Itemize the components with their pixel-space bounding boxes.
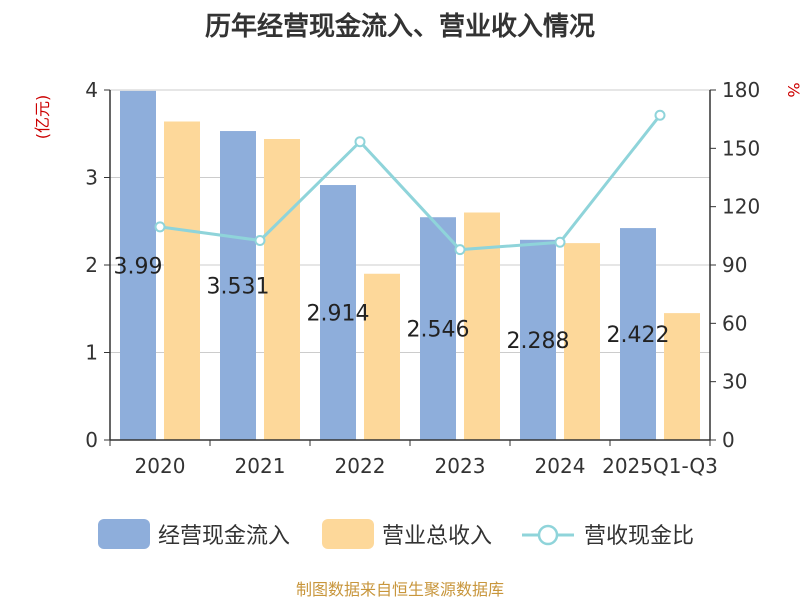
x-axis-tick-label: 2021 — [235, 454, 286, 478]
bar-data-label: 2.914 — [307, 302, 370, 327]
bar-revenue — [564, 243, 600, 440]
ratio-point — [454, 244, 466, 256]
left-axis-tick-label: 4 — [85, 78, 98, 102]
bar-data-label: 2.422 — [607, 323, 670, 348]
bar-cash-inflow — [320, 185, 356, 440]
bar-revenue — [264, 139, 300, 440]
bar-cash-inflow — [620, 228, 656, 440]
bar-revenue — [464, 212, 500, 440]
chart-title: 历年经营现金流入、营业收入情况 — [204, 12, 595, 42]
x-axis-tick-label: 2025Q1-Q3 — [602, 454, 718, 478]
legend-label-revenue: 营业总收入 — [382, 524, 492, 549]
ratio-point — [554, 236, 566, 248]
right-axis-tick-label: 90 — [722, 253, 747, 277]
bar-revenue — [164, 121, 200, 440]
right-axis-tick-label: 150 — [722, 136, 760, 160]
right-axis-tick-label: 30 — [722, 370, 747, 394]
bar-data-label: 3.99 — [114, 254, 163, 279]
legend-label-cash-inflow: 经营现金流入 — [158, 524, 290, 549]
x-axis-tick-label: 2023 — [435, 454, 486, 478]
x-axis-tick-label: 2022 — [335, 454, 386, 478]
bar-data-label: 3.531 — [207, 275, 270, 300]
left-axis-tick-label: 3 — [85, 166, 98, 190]
bar-cash-inflow — [520, 239, 556, 440]
right-axis-unit: % — [784, 82, 800, 97]
left-axis-unit: (亿元) — [33, 95, 52, 140]
bar-data-label: 2.288 — [507, 329, 570, 354]
right-axis-tick-label: 180 — [722, 78, 760, 102]
legend-swatch-revenue — [322, 519, 374, 549]
x-axis-tick-label: 2020 — [135, 454, 186, 478]
left-axis-tick-label: 1 — [85, 341, 98, 365]
source-note: 制图数据来自恒生聚源数据库 — [295, 580, 504, 599]
legend-label-ratio: 营收现金比 — [584, 524, 694, 549]
ratio-line — [159, 114, 662, 252]
bar-cash-inflow — [220, 131, 256, 440]
bar-revenue — [364, 273, 400, 440]
right-axis-tick-label: 0 — [722, 428, 735, 452]
right-axis-tick-label: 120 — [722, 195, 760, 219]
left-axis-tick-label: 0 — [85, 428, 98, 452]
legend-swatch-cash-inflow — [98, 519, 150, 549]
right-axis-tick-label: 60 — [722, 311, 747, 335]
ratio-point — [254, 235, 266, 246]
ratio-point — [654, 109, 666, 121]
x-axis-tick-label: 2024 — [535, 454, 586, 478]
ratio-point — [354, 136, 366, 148]
legend-marker-ratio — [537, 524, 559, 546]
bar-revenue — [664, 313, 700, 440]
bar-cash-inflow — [120, 90, 156, 440]
ratio-point — [154, 221, 166, 233]
bar-cash-inflow — [420, 217, 456, 440]
left-axis-tick-label: 2 — [85, 253, 98, 277]
bar-data-label: 2.546 — [407, 318, 470, 343]
